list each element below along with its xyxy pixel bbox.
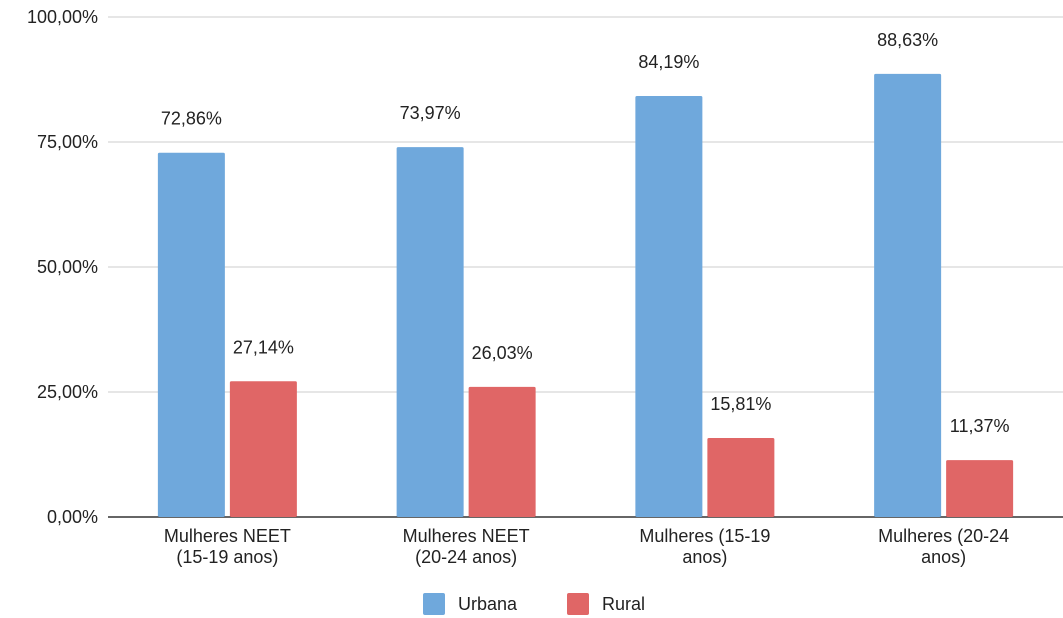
x-category-label: anos) — [682, 547, 727, 567]
data-labels: 72,86% 27,14% 73,97% 26,03% 84,19% 15,81% 88,6… — [161, 30, 1010, 436]
bar-rural-2 — [468, 386, 536, 517]
data-label-urbana-2: 73,97% — [400, 103, 461, 123]
x-category-label: Mulheres NEET — [164, 526, 291, 546]
bar-urbana-1 — [157, 152, 225, 517]
data-label-rural-2: 26,03% — [472, 343, 533, 363]
y-tick-label: 100,00% — [27, 7, 98, 27]
x-category-label: Mulheres NEET — [403, 526, 530, 546]
bars — [157, 73, 1014, 518]
data-label-urbana-4: 88,63% — [877, 30, 938, 50]
y-tick-label: 50,00% — [37, 257, 98, 277]
x-category-label: Mulheres (20-24 — [878, 526, 1009, 546]
y-tick-label: 25,00% — [37, 382, 98, 402]
bar-rural-3 — [707, 437, 775, 517]
legend-label-urbana: Urbana — [458, 594, 518, 614]
data-label-urbana-1: 72,86% — [161, 109, 222, 129]
y-tick-label: 75,00% — [37, 132, 98, 152]
data-label-rural-4: 11,37% — [950, 416, 1010, 436]
data-label-urbana-3: 84,19% — [638, 52, 699, 72]
x-category-label: (15-19 anos) — [176, 547, 278, 567]
data-label-rural-1: 27,14% — [233, 337, 294, 357]
bar-urbana-4 — [874, 73, 942, 517]
data-label-rural-3: 15,81% — [710, 394, 771, 414]
x-axis-categories: Mulheres NEET(15-19 anos)Mulheres NEET(2… — [164, 526, 1009, 567]
bar-rural-4 — [946, 460, 1014, 517]
legend-label-rural: Rural — [602, 594, 645, 614]
bar-urbana-3 — [635, 96, 703, 518]
y-axis-ticks: 0,00% 25,00% 50,00% 75,00% 100,00% — [27, 7, 98, 527]
x-category-label: Mulheres (15-19 — [639, 526, 770, 546]
x-category-label: (20-24 anos) — [415, 547, 517, 567]
x-category-label: anos) — [921, 547, 966, 567]
legend: Urbana Rural — [423, 593, 645, 615]
y-tick-label: 0,00% — [47, 507, 98, 527]
bar-rural-1 — [229, 381, 297, 517]
legend-swatch-urbana — [423, 593, 445, 615]
bar-urbana-2 — [396, 147, 464, 517]
legend-swatch-rural — [567, 593, 589, 615]
